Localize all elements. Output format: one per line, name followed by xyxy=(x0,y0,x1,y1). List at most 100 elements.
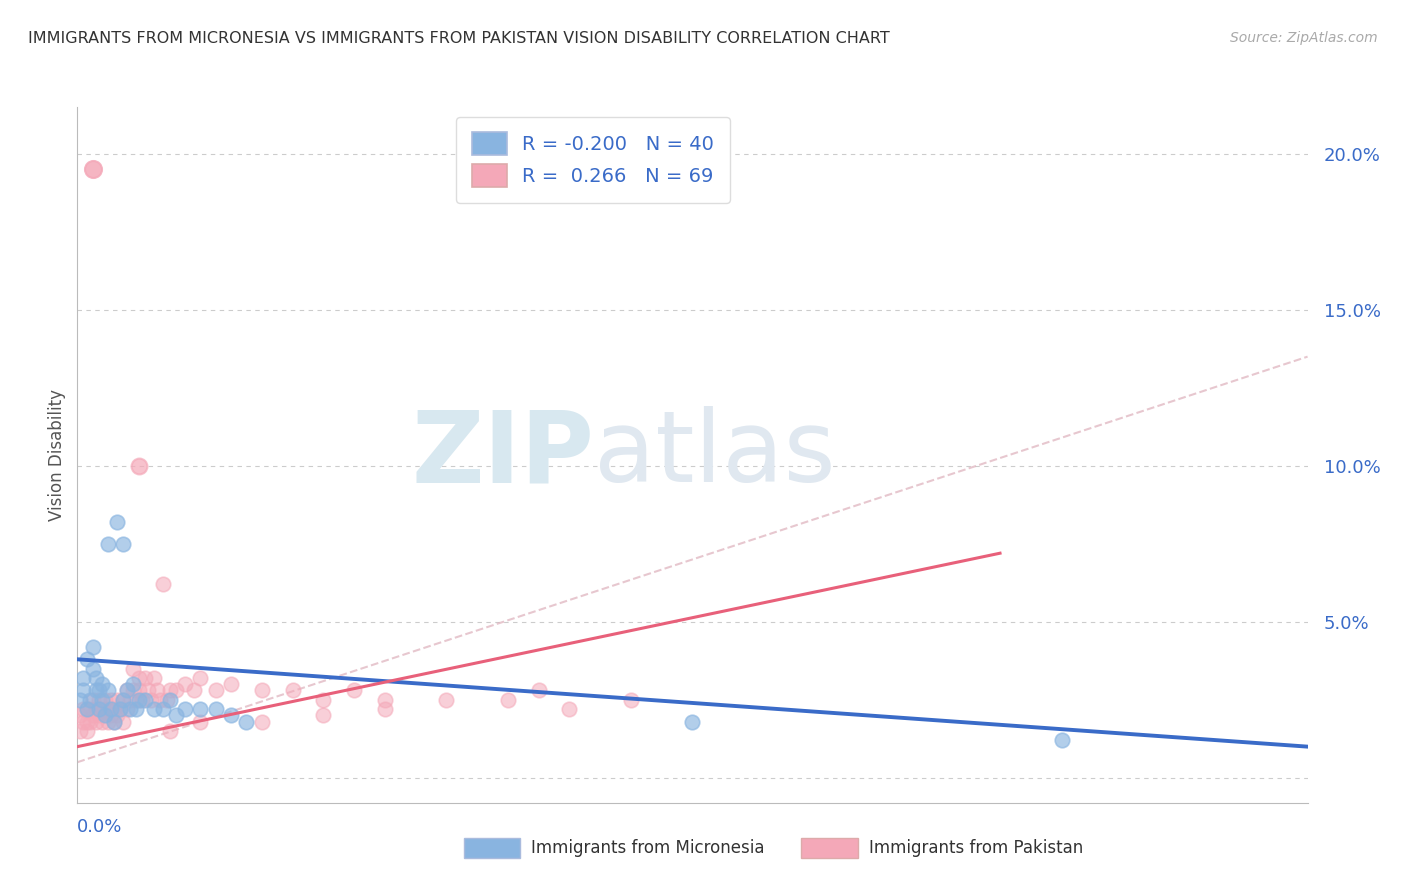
Text: 0.0%: 0.0% xyxy=(77,818,122,836)
Point xyxy=(374,702,396,716)
Point xyxy=(76,702,98,716)
Point xyxy=(87,693,110,707)
Point xyxy=(84,714,107,729)
Point xyxy=(97,683,120,698)
Point xyxy=(76,724,98,739)
Point xyxy=(188,714,212,729)
Point xyxy=(620,693,643,707)
Point xyxy=(125,702,148,716)
Point xyxy=(76,702,98,716)
Point xyxy=(121,677,143,691)
Point xyxy=(115,702,138,716)
Point xyxy=(128,671,150,685)
Point xyxy=(558,702,581,716)
Point xyxy=(82,693,104,707)
Point xyxy=(112,714,135,729)
Point xyxy=(112,537,135,551)
Point xyxy=(87,683,110,698)
Point xyxy=(128,683,150,698)
Point xyxy=(204,702,226,716)
Point xyxy=(188,702,212,716)
Point xyxy=(682,714,704,729)
Point xyxy=(72,683,94,698)
Text: ZIP: ZIP xyxy=(411,407,595,503)
Point xyxy=(97,537,120,551)
Point xyxy=(219,708,242,723)
Point xyxy=(110,702,132,716)
Point xyxy=(105,515,128,529)
Point xyxy=(79,702,101,716)
Point xyxy=(84,702,107,716)
Point xyxy=(136,683,159,698)
Point xyxy=(97,702,120,716)
Point xyxy=(159,683,181,698)
Point xyxy=(121,683,143,698)
Point xyxy=(128,693,150,707)
Point xyxy=(374,693,396,707)
Point xyxy=(72,671,94,685)
Point xyxy=(496,693,519,707)
Point xyxy=(125,693,148,707)
Point xyxy=(1050,733,1073,747)
Point xyxy=(110,702,132,716)
Point xyxy=(100,693,122,707)
Point xyxy=(204,683,226,698)
Point xyxy=(165,708,187,723)
Point xyxy=(312,693,335,707)
Point xyxy=(79,714,101,729)
Point xyxy=(87,708,110,723)
Point xyxy=(155,693,177,707)
Point xyxy=(183,683,205,698)
Y-axis label: Vision Disability: Vision Disability xyxy=(48,389,66,521)
Point xyxy=(90,702,114,716)
Point xyxy=(82,640,104,654)
Point xyxy=(250,683,273,698)
Point xyxy=(146,683,169,698)
Point xyxy=(103,714,125,729)
Text: Immigrants from Micronesia: Immigrants from Micronesia xyxy=(531,839,765,857)
Point xyxy=(84,683,107,698)
Point xyxy=(250,714,273,729)
Point xyxy=(82,708,104,723)
Point xyxy=(165,683,187,698)
Point xyxy=(72,702,94,716)
Point xyxy=(112,693,135,707)
Point xyxy=(141,693,163,707)
Point xyxy=(188,671,212,685)
Point xyxy=(105,693,128,707)
Point xyxy=(103,702,125,716)
Point xyxy=(103,714,125,729)
Point xyxy=(100,708,122,723)
Point xyxy=(159,693,181,707)
Point xyxy=(76,714,98,729)
Point xyxy=(115,683,138,698)
Point xyxy=(174,677,197,691)
Point xyxy=(118,702,141,716)
Point xyxy=(76,652,98,666)
Point xyxy=(94,693,117,707)
Point xyxy=(159,724,181,739)
Legend: R = -0.200   N = 40, R =  0.266   N = 69: R = -0.200 N = 40, R = 0.266 N = 69 xyxy=(456,117,730,202)
Text: Immigrants from Pakistan: Immigrants from Pakistan xyxy=(869,839,1083,857)
Point xyxy=(84,671,107,685)
Point xyxy=(105,708,128,723)
Point xyxy=(69,693,91,707)
Point xyxy=(69,708,91,723)
Text: Source: ZipAtlas.com: Source: ZipAtlas.com xyxy=(1230,31,1378,45)
Point xyxy=(79,693,101,707)
Point xyxy=(281,683,304,698)
Text: atlas: atlas xyxy=(595,407,835,503)
Point xyxy=(90,693,114,707)
Point xyxy=(128,458,150,473)
Point xyxy=(87,702,110,716)
Point xyxy=(131,693,153,707)
Point xyxy=(90,714,114,729)
Point xyxy=(143,702,166,716)
Point xyxy=(312,708,335,723)
Point xyxy=(235,714,257,729)
Point xyxy=(527,683,550,698)
Point xyxy=(97,714,120,729)
Point xyxy=(219,677,242,691)
Point xyxy=(134,671,156,685)
Point xyxy=(174,702,197,716)
